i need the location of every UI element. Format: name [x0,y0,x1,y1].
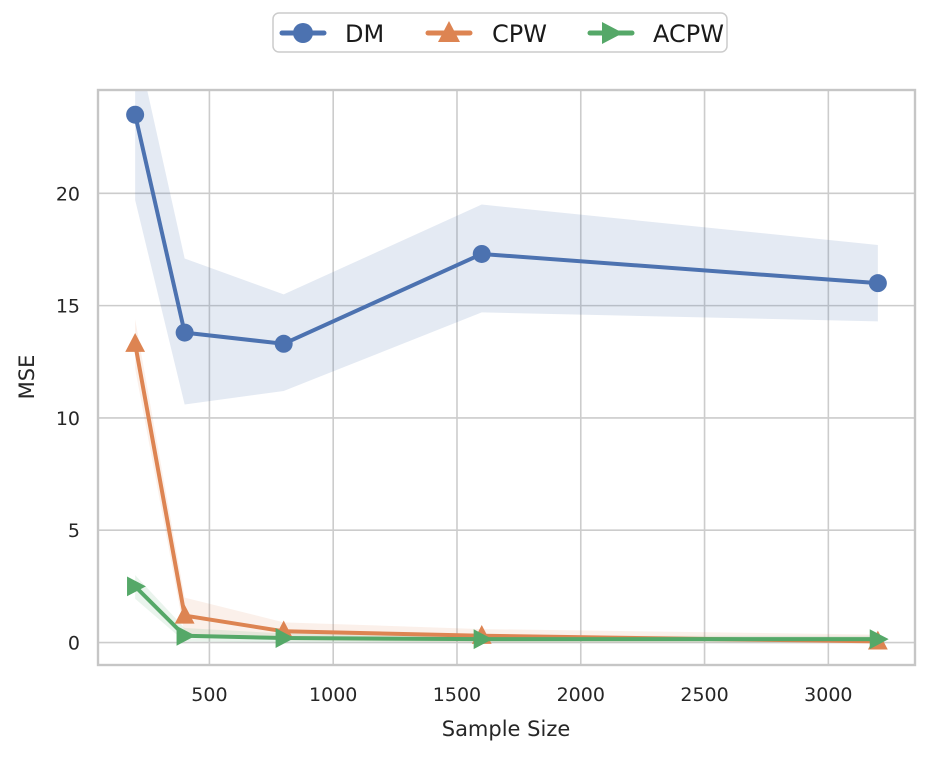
data-point-ACPW-200 [127,576,146,597]
x-tick-labels: 500 1000 1500 2000 2500 3000 [191,684,852,706]
legend-marker-ACPW [602,22,623,44]
axes-border [96,88,917,667]
data-point-DM-400 [175,323,194,342]
y-tick-label-10: 10 [56,408,80,430]
data-point-CPW-400 [174,604,195,624]
x-tick-label-2500: 2500 [680,684,728,706]
y-tick-label-0: 0 [68,633,80,655]
x-tick-label-3000: 3000 [804,684,852,706]
data-point-DM-200 [126,105,145,124]
y-axis-label: MSE [15,355,39,400]
x-axis-label: Sample Size [442,717,571,741]
legend-label-DM: DM [345,20,384,48]
y-tick-label-15: 15 [56,296,80,318]
y-tick-labels: 0 5 10 15 20 [56,183,80,654]
x-tick-label-1000: 1000 [309,684,357,706]
legend-marker-CPW [438,21,460,42]
x-tick-label-1500: 1500 [433,684,481,706]
data-point-ACPW-1600 [473,629,493,650]
series-lines [125,105,889,650]
legend-box [272,12,728,53]
y-tick-label-20: 20 [56,183,80,205]
data-point-DM-3200 [868,274,887,293]
legend-label-ACPW: ACPW [653,20,724,48]
data-point-CPW-200 [125,333,146,352]
data-point-ACPW-800 [275,628,295,648]
confidence-band-CPW [135,319,878,643]
legend: DM CPW ACPW [272,12,728,53]
legend-label-CPW: CPW [492,20,547,48]
y-tick-label-5: 5 [68,520,80,542]
data-point-ACPW-400 [176,625,196,646]
x-tick-label-500: 500 [191,684,227,706]
x-tick-label-2000: 2000 [557,684,605,706]
data-point-DM-800 [274,334,293,353]
data-point-DM-1600 [472,244,491,263]
plot-background [98,90,915,665]
grid-lines [98,90,915,665]
data-point-ACPW-3200 [869,629,889,650]
legend-marker-DM [293,23,313,43]
